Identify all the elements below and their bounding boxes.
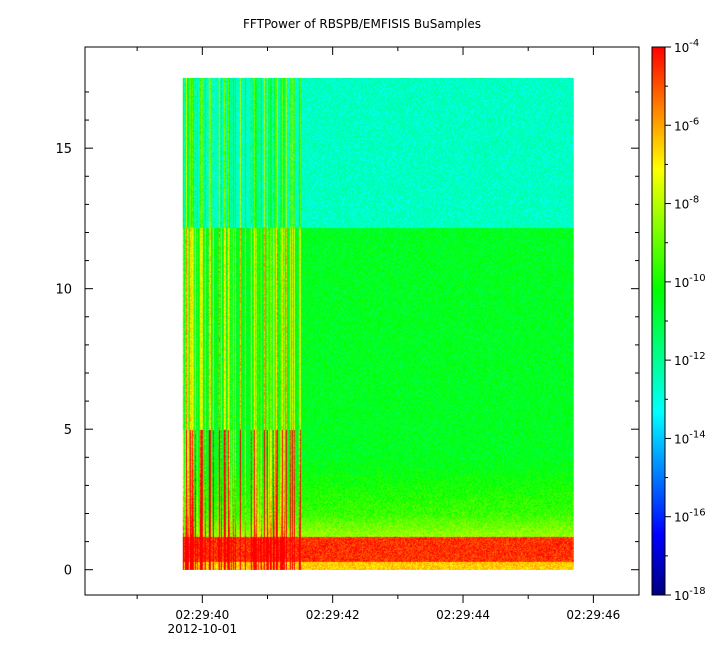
colorbar-tick-label: 10-16 xyxy=(674,508,706,525)
colorbar-tick-label: 10-14 xyxy=(674,429,706,446)
colorbar xyxy=(651,46,666,596)
colorbar-tick-label: 10-18 xyxy=(674,586,706,603)
y-tick-label: 5 xyxy=(64,423,72,438)
y-tick-label: 15 xyxy=(55,142,72,157)
x-tick-label: 02:29:42 xyxy=(306,608,360,622)
x-tick-label: 02:29:46 xyxy=(566,608,620,622)
colorbar-tick-label: 10-12 xyxy=(674,351,706,368)
colorbar-tick-label: 10-8 xyxy=(674,195,699,212)
y-tick-label: 10 xyxy=(55,283,72,298)
x-date-label: 2012-10-01 xyxy=(167,622,237,636)
colorbar-tick-label: 10-10 xyxy=(674,273,706,290)
y-tick-label: 0 xyxy=(64,564,72,579)
x-tick-label: 02:29:44 xyxy=(436,608,490,622)
colorbar-axis: 10-4 10-6 10-8 10-10 10-12 10-14 10-16 10-18 xyxy=(665,38,706,603)
x-tick-label: 02:29:40 xyxy=(175,608,229,622)
x-axis: 02:29:40 02:29:42 02:29:44 02:29:46 xyxy=(136,47,620,622)
spectrogram-image xyxy=(182,77,574,570)
y-axis: 0 5 10 15 xyxy=(55,91,639,579)
colorbar-tick-label: 10-4 xyxy=(674,38,699,55)
colorbar-tick-label: 10-6 xyxy=(674,116,699,133)
chart-title: FFTPower of RBSPB/EMFISIS BuSamples xyxy=(243,17,481,31)
